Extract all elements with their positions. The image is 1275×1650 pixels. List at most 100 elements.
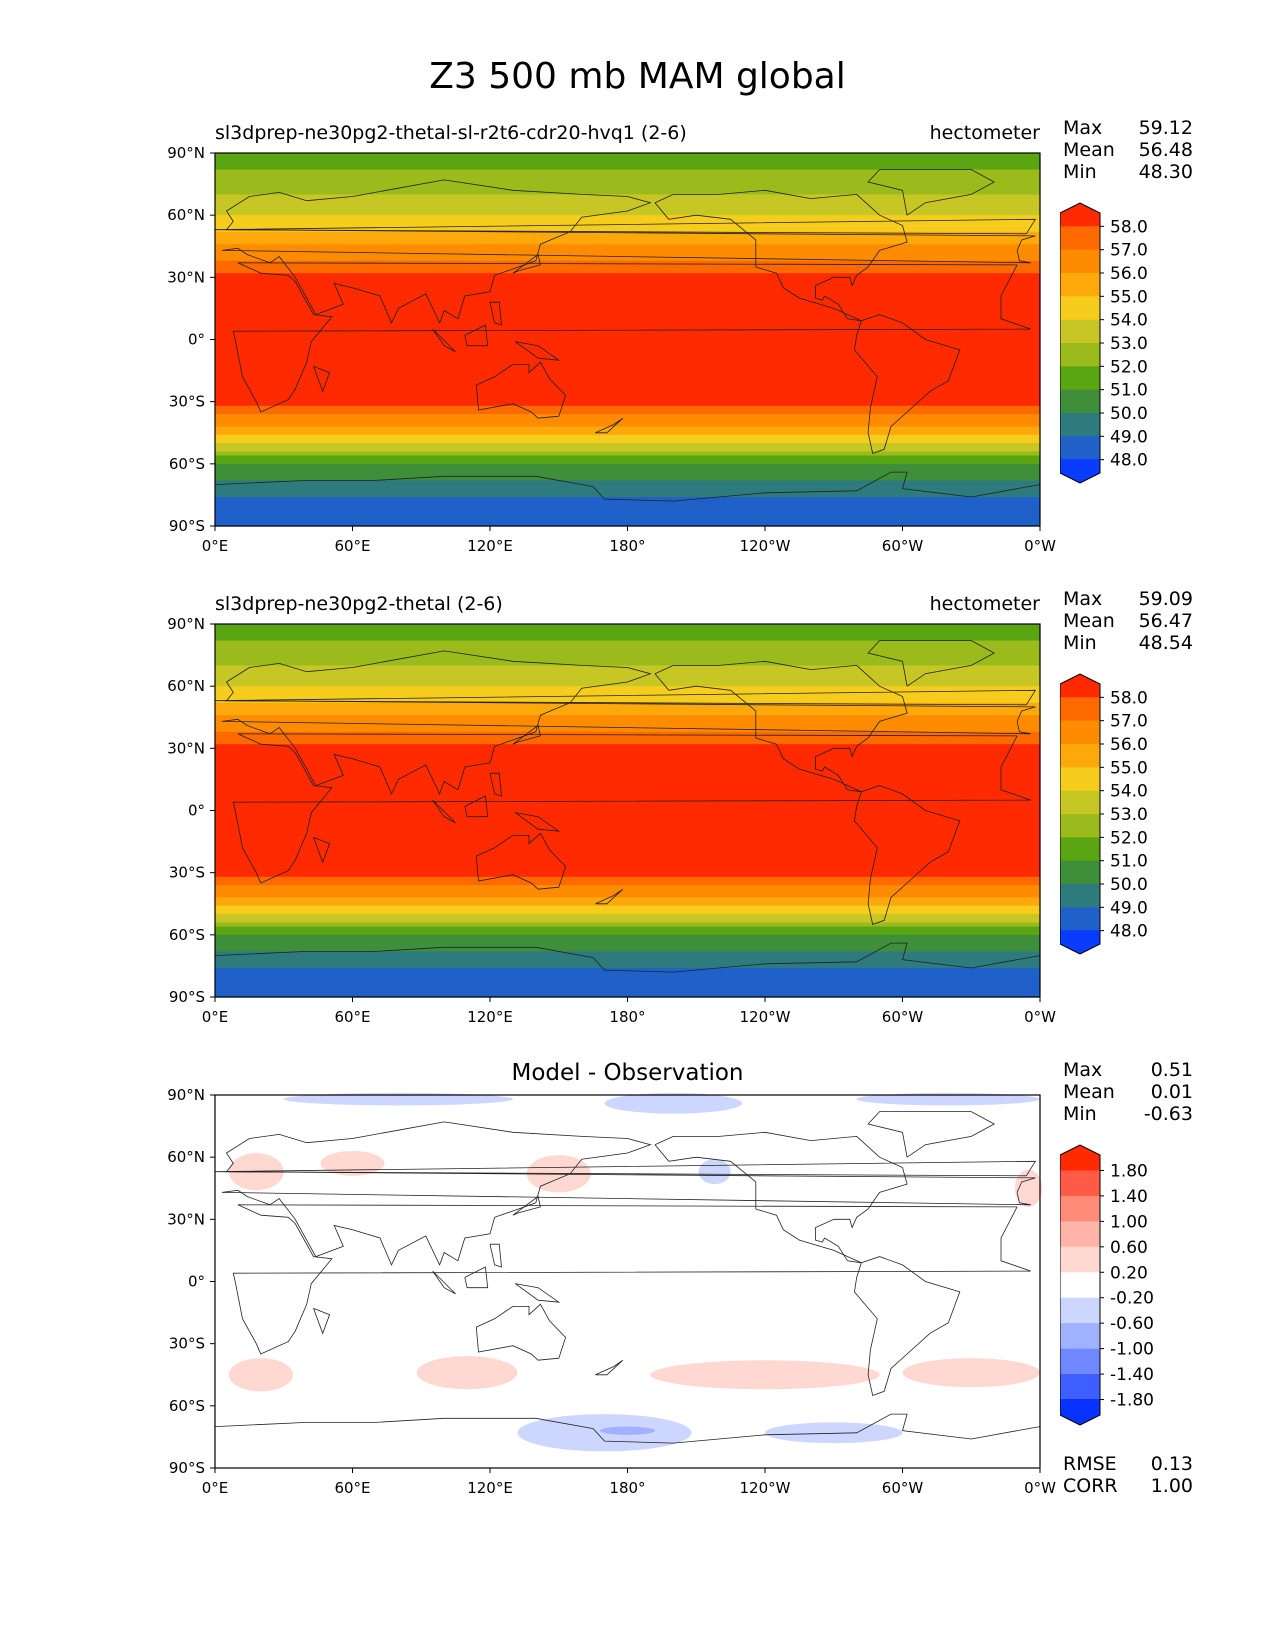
coastline xyxy=(464,324,489,347)
field-band xyxy=(215,744,1040,749)
coastline xyxy=(512,724,541,745)
y-tick-label: 90°S xyxy=(169,1459,205,1477)
colorbar-label: -1.00 xyxy=(1110,1340,1154,1360)
colorbar-label: 52.0 xyxy=(1110,828,1148,848)
x-tick-label: 60°E xyxy=(334,1008,370,1026)
colorbar-segment xyxy=(1060,1348,1100,1375)
coastline xyxy=(221,179,1036,324)
field-band xyxy=(215,851,1040,857)
y-tick-label: 60°S xyxy=(169,455,205,473)
y-tick-label: 60°N xyxy=(167,206,205,224)
coastline xyxy=(313,1308,331,1335)
y-tick-label: 60°S xyxy=(169,1397,205,1415)
colorbar-segment xyxy=(1060,1170,1100,1197)
y-tick-label: 90°S xyxy=(169,517,205,535)
field-band xyxy=(215,773,1040,778)
field-band xyxy=(215,930,1040,936)
coastline xyxy=(232,1204,1031,1355)
field-band xyxy=(215,657,1040,662)
field-band xyxy=(215,310,1040,316)
field-band xyxy=(215,909,1040,915)
field-band xyxy=(215,409,1040,415)
field-band xyxy=(215,756,1040,762)
colorbar-segment xyxy=(1060,744,1100,768)
field-band xyxy=(215,727,1040,733)
field-band xyxy=(215,955,1040,961)
colorbar: 58.0 57.0 56.0 55.0 54.0 53.0 52.0 51.0 50.0 49.0… xyxy=(1060,673,1148,955)
y-tick-label: 30°S xyxy=(169,864,205,882)
field-band xyxy=(215,215,1040,220)
field-band xyxy=(215,414,1040,419)
anomaly-region xyxy=(228,1358,293,1392)
field-band xyxy=(215,252,1040,258)
x-tick-label: 180° xyxy=(609,537,645,555)
stat-value: 0.13 xyxy=(1150,1453,1193,1475)
field-band xyxy=(215,227,1040,233)
field-band xyxy=(215,827,1040,832)
stats-box: Max 59.12 Mean 56.48 Min 48.30 xyxy=(1063,117,1193,183)
colorbar-segment xyxy=(1060,366,1100,391)
field-band xyxy=(215,426,1040,432)
field-band xyxy=(215,959,1040,965)
field-band xyxy=(215,198,1040,204)
field-band xyxy=(215,186,1040,191)
field-band xyxy=(215,868,1040,874)
field-band xyxy=(215,843,1040,849)
coastline xyxy=(867,169,996,216)
field-map: 0°E 60°E 120°E 180° 120°W 60°W 0°W 90°N 60°N 30°N… xyxy=(167,615,1056,1026)
field-band xyxy=(215,686,1040,691)
coastline xyxy=(867,1111,996,1158)
field-band xyxy=(215,789,1040,795)
figure-title: Z3 500 mb MAM global xyxy=(429,56,846,97)
colorbar-segment xyxy=(1060,884,1100,908)
colorbar-label: 1.40 xyxy=(1110,1187,1148,1207)
difference-map: 0°E 60°E 120°E 180° 120°W 60°W 0°W 90°N 60°N 30°N… xyxy=(167,1086,1056,1497)
field-band xyxy=(215,231,1040,237)
stat-label: Min xyxy=(1063,632,1097,654)
field-band xyxy=(215,293,1040,299)
coastline xyxy=(475,1303,567,1361)
colorbar-segment xyxy=(1060,1323,1100,1350)
field-band xyxy=(215,182,1040,187)
coastline xyxy=(221,1121,1036,1266)
field-band xyxy=(215,240,1040,245)
coastline xyxy=(214,218,1037,235)
coastline xyxy=(853,314,961,455)
coastline xyxy=(654,1131,908,1264)
field-band xyxy=(215,934,1040,940)
field-band xyxy=(215,963,1040,969)
field-band xyxy=(215,628,1040,633)
coastline xyxy=(432,328,456,353)
coastline xyxy=(654,660,908,793)
field-band xyxy=(215,988,1040,994)
field-band xyxy=(215,860,1040,865)
field-band xyxy=(215,401,1040,407)
y-tick-label: 60°N xyxy=(167,1148,205,1166)
field-band xyxy=(215,748,1040,754)
field-band xyxy=(215,711,1040,716)
field-band xyxy=(215,673,1040,679)
colorbar-label: 58.0 xyxy=(1110,217,1148,237)
stat-label: Min xyxy=(1063,161,1097,183)
anomaly-region xyxy=(765,1422,903,1444)
field-band xyxy=(215,380,1040,386)
stat-value: 48.30 xyxy=(1138,161,1193,183)
field-band xyxy=(215,918,1040,923)
coastline xyxy=(512,253,541,274)
field-band xyxy=(215,976,1040,982)
field-band xyxy=(215,372,1040,378)
colorbar: 1.80 1.40 1.00 0.60 0.20 -0.20 -0.60 -1.00 -1.40… xyxy=(1060,1144,1154,1426)
x-tick-label: 60°E xyxy=(334,1479,370,1497)
colorbar-label: 58.0 xyxy=(1110,688,1148,708)
field-band xyxy=(215,223,1040,229)
stat-label: Mean xyxy=(1063,139,1115,161)
field-band xyxy=(215,702,1040,708)
field-map: 0°E 60°E 120°E 180° 120°W 60°W 0°W 90°N 60°N 30°N… xyxy=(167,144,1056,555)
colorbar-segment xyxy=(1060,1297,1100,1324)
coastline xyxy=(464,1266,489,1289)
coastline xyxy=(432,799,456,824)
panel-difference: Model - Observation 0°E 60°E 120°E 180° 120°… xyxy=(0,1059,1275,1555)
field-band xyxy=(215,302,1040,307)
field-band xyxy=(215,764,1040,770)
field-band xyxy=(215,480,1040,486)
